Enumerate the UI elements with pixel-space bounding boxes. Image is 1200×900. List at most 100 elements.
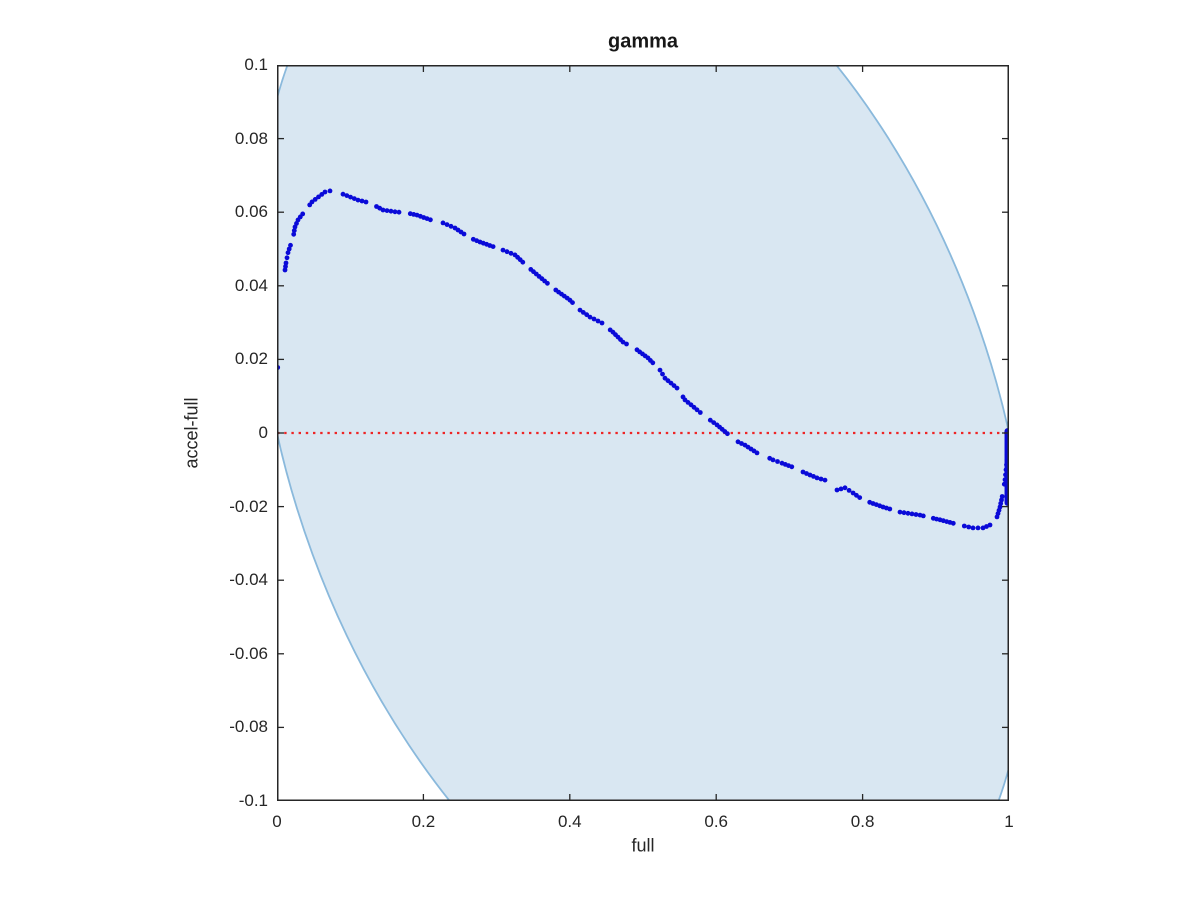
scatter-point — [599, 320, 605, 326]
scatter-point — [901, 510, 907, 516]
scatter-point — [987, 522, 993, 528]
scatter-point — [770, 457, 776, 463]
scatter-point — [327, 188, 333, 194]
y-tick-label: 0.1 — [244, 55, 268, 74]
x-axis-label: full — [631, 835, 655, 856]
y-tick-label: 0.08 — [234, 128, 268, 148]
scatter-point — [316, 194, 321, 200]
scatter-point — [789, 464, 795, 470]
scatter-point — [283, 264, 288, 269]
scatter-point — [282, 267, 288, 273]
scatter-point — [545, 280, 550, 286]
y-tick-label: 0 — [258, 423, 268, 442]
scatter-point — [697, 410, 703, 415]
axes-box — [277, 65, 1009, 801]
scatter-point — [818, 476, 824, 482]
scatter-point — [283, 260, 289, 266]
scatter-point — [351, 196, 357, 202]
scatter-point — [284, 255, 290, 261]
confidence-ellipse — [277, 65, 1009, 801]
scatter-point — [660, 371, 665, 377]
scatter-point — [650, 360, 656, 366]
scatter-point — [846, 488, 852, 493]
scatter-point — [520, 259, 526, 265]
scatter-point — [461, 231, 467, 237]
plot-area: gamma full accel-full 0 0.2 0.4 0.6 0.8 1 0.1 0… — [182, 31, 1014, 856]
scatter-point — [587, 314, 593, 320]
scatter-point — [291, 228, 297, 234]
scatter-point — [286, 246, 292, 252]
scatter-point — [775, 459, 780, 464]
y-tick-label: -0.06 — [229, 643, 268, 663]
scatter-point — [396, 209, 402, 215]
scatter-point — [950, 520, 956, 526]
scatter-point — [348, 194, 353, 200]
scatter-point — [897, 509, 903, 515]
scatter-point — [570, 300, 575, 305]
y-axis-label: accel-full — [181, 397, 202, 469]
y-tick-label: -0.08 — [229, 717, 268, 737]
scatter-point — [580, 310, 586, 315]
scatter-point — [838, 486, 844, 492]
x-tick-label: 0.2 — [411, 812, 436, 831]
scatter-point — [392, 209, 398, 215]
x-tick-label: 0.4 — [557, 812, 582, 831]
scatter-point — [504, 249, 510, 255]
scatter-point — [591, 316, 597, 322]
scatter-point — [448, 223, 454, 229]
x-tick-label: 0 — [272, 812, 282, 831]
scatter-point — [490, 244, 496, 250]
scatter-point — [999, 494, 1005, 499]
scatter-point — [359, 198, 365, 204]
scatter-point — [444, 222, 450, 228]
plot-svg — [277, 65, 1009, 801]
scatter-point — [754, 450, 760, 456]
scatter-point — [975, 525, 981, 531]
scatter-point — [814, 475, 820, 481]
scatter-point — [834, 487, 840, 493]
scatter-point — [363, 199, 369, 205]
scatter-point — [674, 385, 680, 391]
y-tick-label: -0.04 — [229, 570, 268, 590]
scatter-point — [842, 485, 848, 491]
scatter-point — [905, 510, 911, 516]
scatter-point — [300, 211, 306, 217]
y-tick-label: -0.02 — [229, 496, 268, 516]
scatter-point — [291, 231, 297, 237]
y-tick-label: -0.1 — [238, 791, 268, 810]
scatter-point — [857, 495, 863, 500]
x-tick-label: 0.6 — [704, 812, 729, 831]
scatter-point — [380, 207, 386, 213]
chart-title: gamma — [607, 30, 679, 53]
scatter-point — [508, 250, 514, 256]
scatter-point — [285, 250, 291, 256]
x-tick-label: 0.8 — [850, 812, 875, 831]
scatter-point — [288, 242, 293, 248]
scatter-point — [887, 506, 893, 512]
scatter-point — [920, 513, 926, 519]
y-tick-label: 0.04 — [234, 275, 268, 295]
scatter-point — [725, 431, 730, 437]
scatter-point — [384, 208, 390, 214]
scatter-point — [440, 220, 446, 226]
scatter-point — [966, 524, 972, 530]
scatter-point — [340, 191, 346, 197]
scatter-point — [909, 511, 915, 517]
scatter-point — [913, 512, 919, 517]
scatter-point — [970, 525, 976, 531]
scatter-point — [624, 341, 629, 347]
x-tick-label: 1 — [1004, 812, 1014, 831]
scatter-point — [822, 477, 828, 483]
scatter-point — [707, 417, 713, 423]
scatter-point — [595, 318, 601, 324]
scatter-point — [657, 367, 663, 373]
y-tick-label: 0.02 — [234, 349, 268, 369]
scatter-point — [500, 247, 506, 253]
scatter-point — [344, 193, 350, 199]
scatter-point — [428, 217, 433, 223]
scatter-point — [584, 312, 590, 318]
y-tick-label: 0.06 — [234, 202, 268, 222]
scatter-point — [355, 197, 361, 203]
scatter-point — [620, 339, 626, 345]
